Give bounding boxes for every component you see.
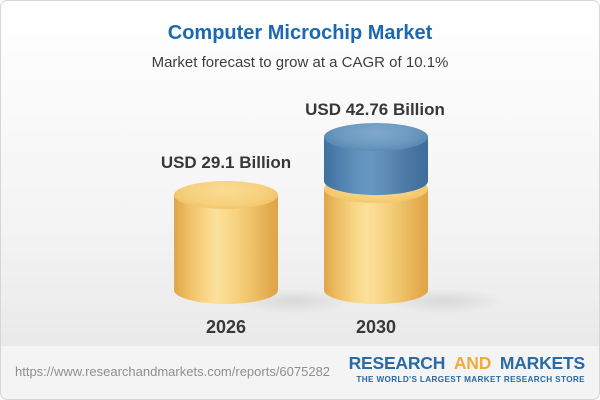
value-label-2030: USD 42.76 Billion: [305, 100, 445, 119]
logo-word-markets: MARKETS: [499, 353, 585, 373]
page-title: Computer Microchip Market: [167, 22, 433, 44]
logo-tagline: THE WORLD'S LARGEST MARKET RESEARCH STOR…: [356, 375, 585, 384]
value-label-2026: USD 29.1 Billion: [160, 153, 292, 172]
bar-2030: [324, 123, 428, 304]
logo-word-research: RESEARCH: [348, 353, 446, 373]
report-url: https://www.researchandmarkets.com/repor…: [15, 364, 331, 379]
logo-wordmark: RESEARCH AND MARKETS: [348, 353, 586, 374]
bar-2026: [174, 181, 278, 304]
bar-2030-growth-segment: [324, 123, 428, 195]
footer-bar: https://www.researchandmarkets.com/repor…: [1, 346, 599, 399]
bar-2026-top-face: [174, 181, 278, 209]
research-and-markets-logo: RESEARCH AND MARKETS THE WORLD'S LARGEST…: [348, 353, 586, 384]
bar-2026-body: [174, 195, 278, 304]
logo-word-and: AND: [453, 353, 492, 373]
category-label-2030: 2030: [355, 317, 397, 337]
category-label-2026: 2026: [205, 317, 247, 337]
page-subtitle: Market forecast to grow at a CAGR of 10.…: [151, 54, 449, 71]
